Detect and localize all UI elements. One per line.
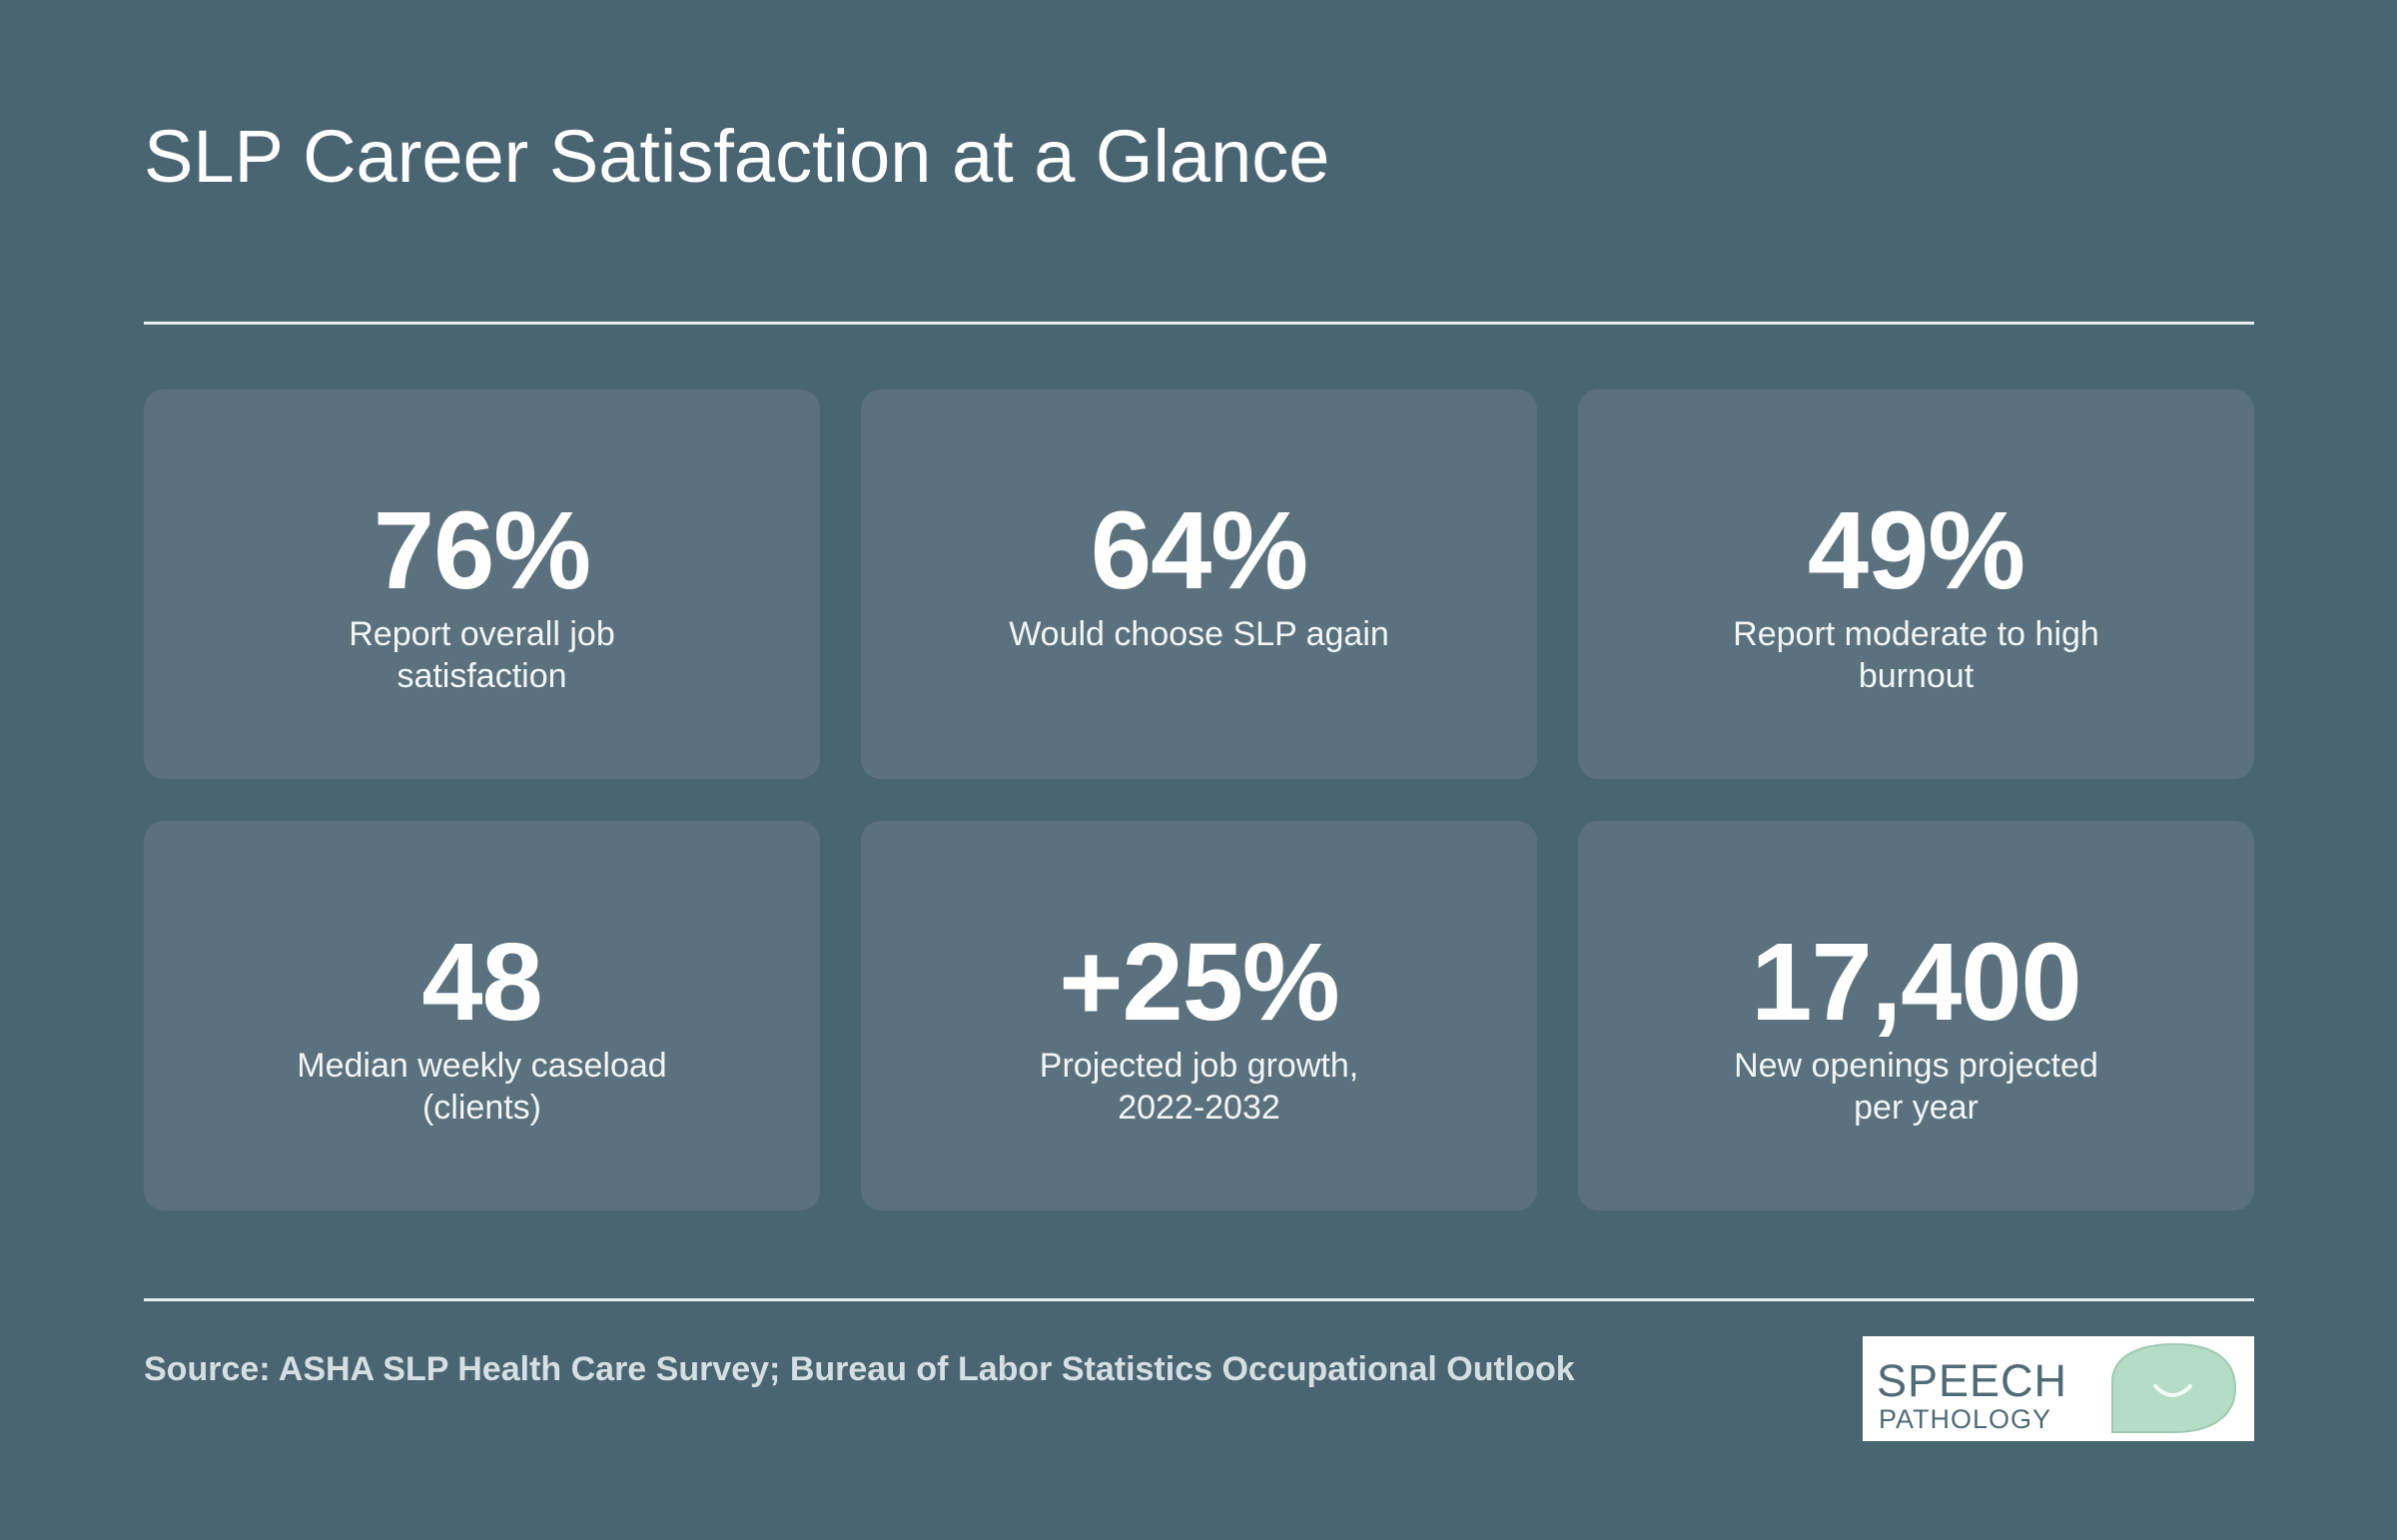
stat-card-choose-again: 64% Would choose SLP again — [861, 389, 1537, 779]
stat-label: New openings projected per year — [1734, 1047, 2098, 1127]
stat-card-job-growth: +25% Projected job growth, 2022-2032 — [861, 821, 1537, 1210]
stat-card-new-openings: 17,400 New openings projected per year — [1578, 821, 2254, 1210]
logo-graphic: SPEECH PATHOLOGY — [1877, 1342, 2237, 1434]
bottom-divider — [144, 1298, 2254, 1301]
stat-value: 49% — [1807, 489, 2025, 612]
stat-card-burnout: 49% Report moderate to high burnout — [1578, 389, 2254, 779]
speech-pathology-logo: SPEECH PATHOLOGY — [1863, 1336, 2254, 1441]
stat-value: +25% — [1059, 921, 1339, 1044]
top-divider — [144, 322, 2254, 325]
speech-bubble-smile-icon — [2111, 1342, 2237, 1433]
logo-text-speech: SPEECH — [1877, 1355, 2067, 1406]
source-citation: Source: ASHA SLP Health Care Survey; Bur… — [144, 1350, 1575, 1388]
stat-value: 64% — [1090, 489, 1308, 612]
stat-label: Median weekly caseload (clients) — [297, 1047, 667, 1127]
stat-value: 17,400 — [1751, 921, 2081, 1044]
stat-value: 76% — [373, 489, 591, 612]
stat-card-job-satisfaction: 76% Report overall job satisfaction — [144, 389, 820, 779]
stat-label: Would choose SLP again — [1009, 615, 1389, 653]
stat-value: 48 — [421, 921, 542, 1044]
page-title: SLP Career Satisfaction at a Glance — [144, 115, 1330, 198]
logo-text-pathology: PATHOLOGY — [1879, 1404, 2051, 1434]
stat-label: Projected job growth, 2022-2032 — [1039, 1047, 1359, 1127]
stats-grid: 76% Report overall job satisfaction 64% … — [144, 389, 2254, 1210]
stat-label: Report moderate to high burnout — [1733, 615, 2099, 695]
smile-mark — [2153, 1384, 2192, 1397]
infographic-page: SLP Career Satisfaction at a Glance 76% … — [144, 0, 2254, 1540]
stat-label: Report overall job satisfaction — [349, 615, 615, 695]
stat-card-caseload: 48 Median weekly caseload (clients) — [144, 821, 820, 1210]
